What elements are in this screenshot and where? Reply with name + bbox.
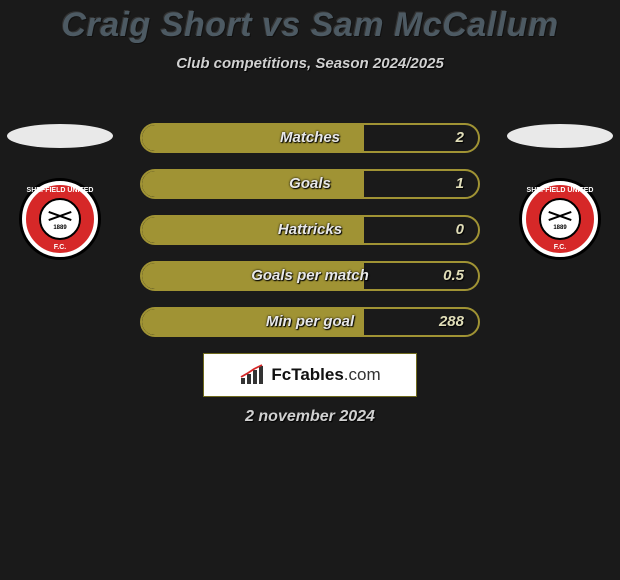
- player-right-avatar-placeholder: [507, 124, 613, 148]
- player-right-club-badge: SHEFFIELD UNITED 1889 F.C.: [519, 178, 601, 260]
- badge-year: 1889: [553, 225, 566, 231]
- badge-year: 1889: [53, 225, 66, 231]
- stat-row: Goals per match0.5: [140, 261, 480, 291]
- stat-row: Hattricks0: [140, 215, 480, 245]
- player-left-avatar-placeholder: [7, 124, 113, 148]
- stat-label: Hattricks: [142, 217, 478, 243]
- stat-value: 2: [456, 125, 464, 151]
- bar-chart-icon: [239, 364, 265, 386]
- brand-text: FcTables.com: [271, 365, 380, 385]
- badge-club-sub: F.C.: [22, 244, 98, 251]
- subtitle: Club competitions, Season 2024/2025: [0, 55, 620, 72]
- stat-row: Min per goal288: [140, 307, 480, 337]
- stat-label: Goals per match: [142, 263, 478, 289]
- comparison-card: Craig Short vs Sam McCallum Club competi…: [0, 0, 620, 580]
- swords-icon: [546, 208, 574, 224]
- player-left-club-badge: SHEFFIELD UNITED 1889 F.C.: [19, 178, 101, 260]
- stat-label: Min per goal: [142, 309, 478, 335]
- stat-label: Goals: [142, 171, 478, 197]
- badge-club-name: SHEFFIELD UNITED: [522, 187, 598, 194]
- stat-row: Goals1: [140, 169, 480, 199]
- stat-value: 0: [456, 217, 464, 243]
- stats-panel: Matches2Goals1Hattricks0Goals per match0…: [140, 123, 480, 353]
- page-title: Craig Short vs Sam McCallum: [0, 0, 620, 45]
- stat-value: 1: [456, 171, 464, 197]
- footer-date: 2 november 2024: [0, 408, 620, 426]
- stat-value: 0.5: [443, 263, 464, 289]
- stat-value: 288: [439, 309, 464, 335]
- stat-row: Matches2: [140, 123, 480, 153]
- badge-club-name: SHEFFIELD UNITED: [22, 187, 98, 194]
- badge-club-sub: F.C.: [522, 244, 598, 251]
- brand-attribution[interactable]: FcTables.com: [203, 353, 417, 397]
- stat-label: Matches: [142, 125, 478, 151]
- swords-icon: [46, 208, 74, 224]
